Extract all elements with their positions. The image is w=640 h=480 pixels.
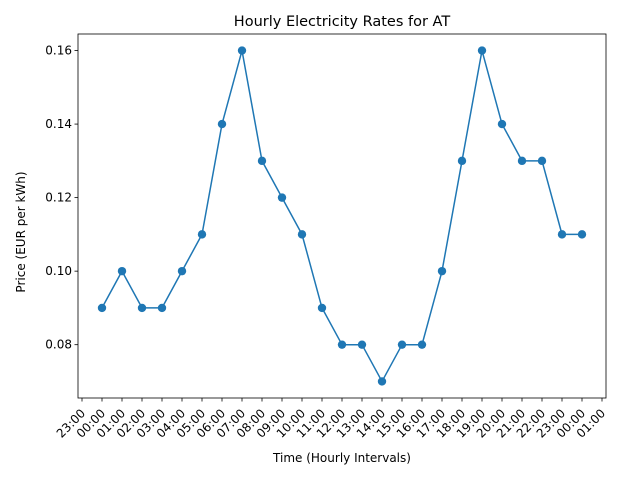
data-point (317, 303, 327, 313)
data-point (337, 340, 347, 349)
chart-title: Hourly Electricity Rates for AT (234, 14, 451, 30)
data-point (217, 119, 227, 129)
data-point (257, 156, 267, 166)
data-point (417, 340, 427, 349)
data-point (197, 230, 207, 239)
data-point (277, 193, 287, 202)
y-tick-label: 0.10 (45, 264, 72, 278)
data-point (517, 156, 527, 166)
data-point (357, 340, 367, 349)
data-point (157, 303, 167, 313)
data-point (137, 303, 147, 313)
data-point (437, 266, 447, 276)
data-point (117, 266, 127, 276)
data-point (497, 119, 507, 129)
data-point (177, 266, 187, 276)
data-point (397, 340, 407, 349)
y-axis: 0.08 0.10 0.12 0.14 0.16 (45, 44, 78, 352)
y-tick-label: 0.14 (45, 117, 72, 131)
data-point (457, 156, 467, 166)
y-tick-label: 0.16 (45, 44, 72, 58)
data-point (237, 46, 247, 55)
plot-area (97, 46, 587, 386)
data-point (97, 303, 107, 313)
data-point (557, 230, 567, 239)
data-point (297, 230, 307, 239)
data-point (477, 46, 487, 55)
data-point (537, 156, 547, 166)
y-tick-label: 0.08 (45, 338, 72, 352)
y-tick-label: 0.12 (45, 191, 72, 205)
data-point (577, 230, 587, 239)
y-axis-label: Price (EUR per kWh) (14, 171, 28, 292)
data-point (377, 377, 387, 386)
x-axis-label: Time (Hourly Intervals) (272, 451, 411, 465)
